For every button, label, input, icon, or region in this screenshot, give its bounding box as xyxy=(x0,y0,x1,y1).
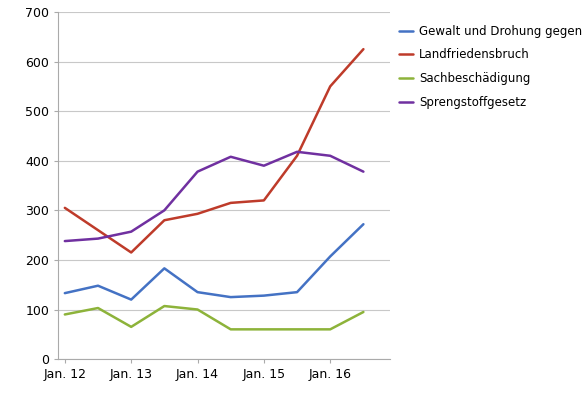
Legend: Gewalt und Drohung gegen Beamte, Landfriedensbruch, Sachbeschädigung, Sprengstof: Gewalt und Drohung gegen Beamte, Landfri… xyxy=(399,25,582,109)
